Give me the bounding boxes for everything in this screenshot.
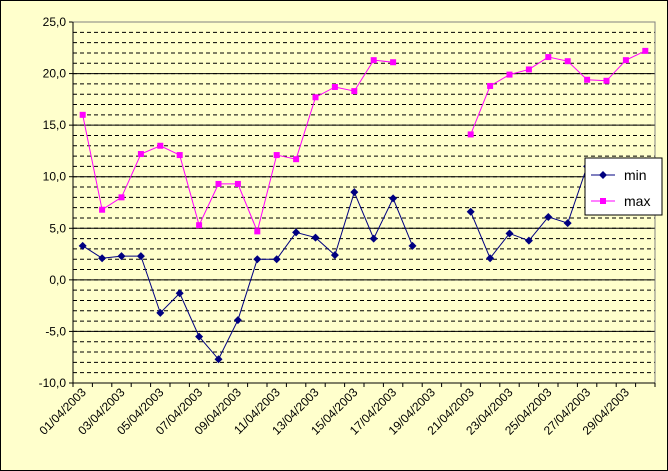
y-tick-label: 20,0 [43, 67, 67, 81]
data-point [176, 152, 183, 159]
data-point [78, 241, 87, 250]
data-point [196, 222, 203, 229]
data-point [273, 152, 280, 159]
data-point [524, 236, 533, 245]
data-point [544, 212, 553, 221]
data-point [99, 206, 106, 213]
data-point [293, 156, 300, 163]
data-point [117, 252, 126, 261]
data-point [622, 57, 629, 64]
legend-label: min [624, 167, 647, 183]
data-point [505, 229, 514, 238]
data-point [370, 57, 377, 64]
data-point [389, 194, 398, 203]
y-tick-label: 25,0 [43, 15, 67, 29]
data-point [292, 228, 301, 237]
data-point [175, 289, 184, 298]
data-point [545, 54, 552, 61]
data-point [506, 71, 513, 78]
data-point [525, 66, 532, 73]
legend-box [584, 157, 663, 216]
data-point [369, 234, 378, 243]
data-point [390, 59, 397, 66]
data-point [118, 194, 125, 201]
y-tick-label: 10,0 [43, 170, 67, 184]
y-tick-label: 5,0 [49, 221, 66, 235]
data-point [195, 332, 204, 341]
data-point [215, 180, 222, 187]
data-point [331, 83, 338, 90]
data-point [467, 131, 474, 138]
data-point [584, 76, 591, 83]
data-point [642, 47, 649, 54]
data-point [311, 233, 320, 242]
data-point [137, 151, 144, 158]
data-point [254, 228, 261, 235]
legend: min max [584, 157, 663, 216]
data-point [486, 254, 495, 263]
data-point [233, 316, 242, 325]
data-point [272, 255, 281, 264]
data-point [350, 188, 359, 197]
data-point [214, 355, 223, 364]
data-point [136, 252, 145, 261]
legend-label: max [624, 193, 650, 209]
data-point [79, 111, 86, 118]
legend-marker [600, 198, 606, 204]
data-point [156, 308, 165, 317]
data-point [253, 255, 262, 264]
legend-marker [599, 171, 607, 179]
data-point [563, 219, 572, 228]
data-point [564, 58, 571, 65]
data-point [466, 207, 475, 216]
data-point [408, 241, 417, 250]
data-point [157, 142, 164, 149]
data-point [312, 94, 319, 101]
y-tick-label: -10,0 [39, 376, 67, 390]
data-point [234, 180, 241, 187]
data-point [98, 254, 107, 263]
data-point [487, 82, 494, 89]
y-tick-label: -5,0 [45, 324, 66, 338]
data-point [351, 88, 358, 95]
y-tick-label: 15,0 [43, 118, 67, 132]
y-tick-label: 0,0 [49, 273, 66, 287]
data-point [330, 251, 339, 260]
data-point [603, 77, 610, 84]
